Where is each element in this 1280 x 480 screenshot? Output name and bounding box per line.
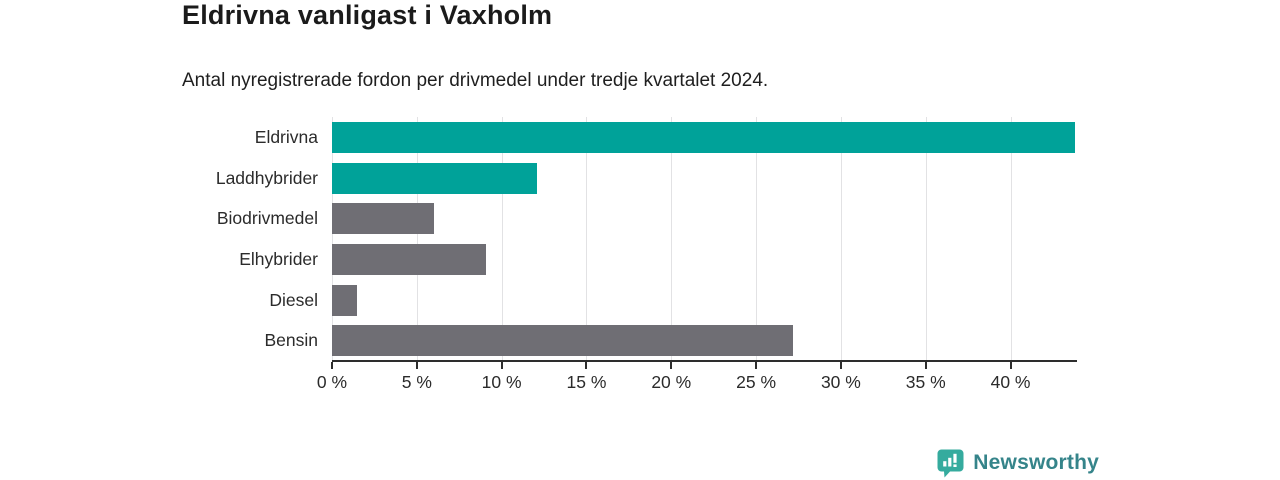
bar-row [332, 320, 1075, 361]
tick-label: 10 % [481, 372, 522, 392]
tick-label: 35 % [905, 372, 946, 392]
tick-mark [755, 362, 758, 369]
tick-label: 0 % [316, 372, 348, 392]
category-label: Biodrivmedel [216, 208, 318, 229]
gridline [501, 117, 503, 361]
tick-mark [415, 362, 418, 369]
gridline [840, 117, 842, 361]
tick-mark [331, 362, 333, 369]
bar-row [332, 158, 1075, 199]
tick-mark [585, 362, 588, 369]
bar-row [332, 117, 1075, 158]
bar-series [332, 117, 1075, 361]
bar-laddhybrider [332, 162, 538, 194]
category-label: Diesel [269, 289, 318, 310]
category-label: Eldrivna [254, 126, 318, 147]
bar-row [332, 198, 1075, 239]
category-labels: Eldrivna Laddhybrider Biodrivmedel Elhybrid… [120, 117, 318, 361]
chart-title: Eldrivna vanligast i Vaxholm [182, 0, 553, 30]
bar-bensin [332, 325, 794, 357]
tick-label: 30 % [820, 372, 861, 392]
tick-mark [924, 362, 927, 369]
bar-diesel [332, 284, 358, 316]
tick-mark [1009, 362, 1012, 369]
tick-label: 40 % [990, 372, 1031, 392]
x-axis-line [332, 360, 1077, 362]
gridline [1010, 117, 1012, 361]
bar-eldrivna [332, 121, 1075, 153]
tick-label: 5 % [401, 372, 432, 392]
bar-row [332, 280, 1075, 321]
tick-mark [839, 362, 842, 369]
tick-mark [500, 362, 503, 369]
bar-row [332, 239, 1075, 280]
chart-subtitle: Antal nyregistrerade fordon per drivmede… [182, 70, 769, 91]
bar-biodrivmedel [332, 203, 434, 235]
gridline [671, 117, 673, 361]
category-label: Elhybrider [239, 248, 318, 269]
tick-mark [670, 362, 673, 369]
gridline [925, 117, 927, 361]
newsworthy-wordmark: Newsworthy [973, 451, 1099, 474]
category-label: Laddhybrider [215, 167, 318, 188]
plot-area [332, 117, 1075, 361]
gridline [332, 117, 333, 361]
newsworthy-logo: Newsworthy [936, 448, 1099, 478]
category-label: Bensin [264, 330, 318, 351]
x-axis: 0 % 5 % 10 % 15 % 20 % 25 % 30 % 35 % 40 % [317, 362, 1075, 402]
gridline [756, 117, 758, 361]
bar-elhybrider [332, 243, 487, 275]
newsworthy-bubble-chart-icon [937, 449, 964, 478]
tick-label: 25 % [736, 372, 777, 392]
gridline [416, 117, 418, 361]
tick-label: 20 % [651, 372, 692, 392]
gridlines [332, 117, 1075, 361]
gridline [586, 117, 588, 361]
bar-chart: Eldrivna vanligast i Vaxholm Antal nyreg… [120, 0, 1077, 402]
tick-label: 15 % [566, 372, 607, 392]
